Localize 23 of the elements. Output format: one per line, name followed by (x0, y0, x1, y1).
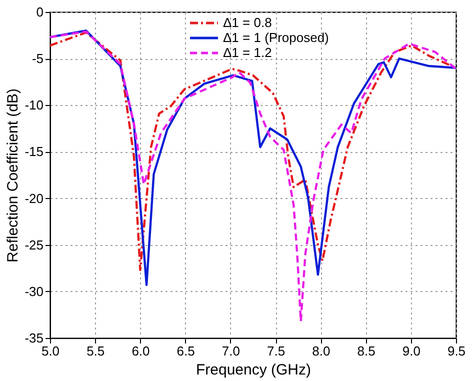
y-tick-label: 0 (36, 4, 44, 20)
x-tick-label: 5.0 (41, 344, 60, 358)
legend-label: Δ1 = 1 (Proposed) (223, 30, 329, 45)
x-tick-label: 9.5 (447, 344, 466, 358)
x-tick-label: 6.0 (132, 344, 150, 358)
y-tick-label: -30 (24, 284, 44, 299)
y-tick-label: -25 (24, 237, 44, 252)
y-tick-label: -35 (24, 330, 44, 346)
y-tick-label: -10 (24, 98, 44, 113)
y-tick-label: -15 (24, 144, 44, 160)
legend-label: Δ1 = 0.8 (223, 15, 272, 30)
x-tick-label: 8.0 (312, 344, 330, 358)
x-tick-label: 9.0 (402, 344, 420, 358)
x-axis-title: Frequency (GHz) (196, 362, 312, 378)
x-tick-label: 7.0 (222, 344, 240, 358)
legend-label: Δ1 = 1.2 (223, 45, 272, 60)
y-axis-title: Reflection Coefficient (dB) (4, 88, 22, 262)
x-tick-label: 7.5 (267, 344, 286, 358)
x-tick-label: 5.5 (86, 344, 105, 358)
y-tick-label: -20 (24, 190, 44, 206)
y-tick-label: -5 (32, 51, 44, 66)
x-tick-label: 8.5 (357, 344, 376, 358)
x-tick-label: 6.5 (176, 344, 195, 358)
